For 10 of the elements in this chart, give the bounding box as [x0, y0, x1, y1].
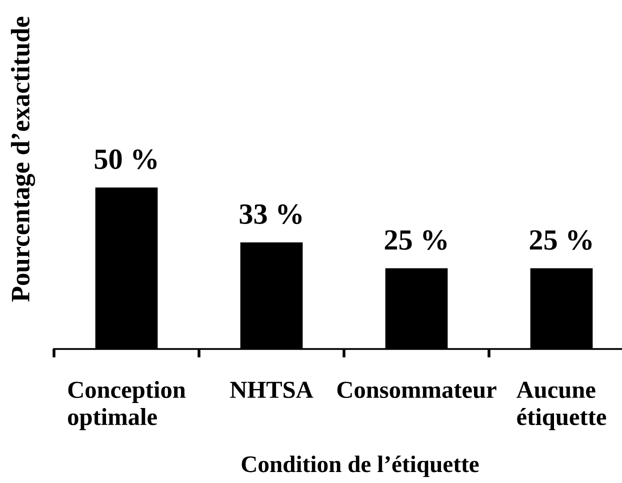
- x-tick-label: Consommateur: [337, 382, 496, 398]
- x-axis-title: Condition de l’étiquette: [242, 456, 479, 478]
- x-tick-label: NHTSA: [230, 382, 314, 398]
- data-label: 50 %: [94, 149, 157, 170]
- data-label: 25 %: [384, 230, 447, 250]
- data-label: 25 %: [530, 230, 592, 250]
- y-axis-title: Pourcentage d’exactitude: [10, 16, 36, 302]
- x-tick-label: Aucune étiquette: [516, 382, 606, 430]
- x-tick-label: Conception optimale: [68, 380, 186, 430]
- data-label: 33 %: [240, 204, 302, 224]
